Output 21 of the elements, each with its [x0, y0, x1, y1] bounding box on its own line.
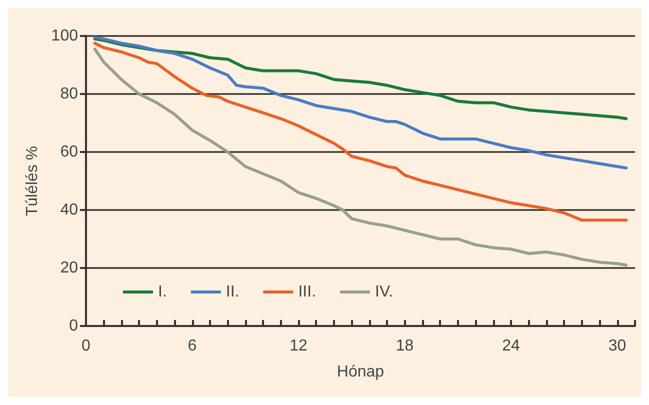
y-tick-label: 100	[51, 28, 78, 44]
x-axis-title: Hónap	[336, 364, 384, 380]
line-series	[93, 48, 628, 267]
legend-label: II.	[226, 284, 240, 300]
x-tick-label: 18	[396, 338, 414, 354]
y-axis-title: Túlélés %	[24, 146, 41, 216]
y-tick-label: 80	[60, 86, 78, 102]
legend-label: I.	[158, 284, 167, 300]
legend-label: III.	[298, 284, 316, 300]
line-series	[93, 36, 628, 170]
x-tick-label: 0	[82, 338, 91, 354]
y-tick-label: 40	[60, 202, 78, 218]
y-tick-label: 60	[60, 144, 78, 160]
line-series	[93, 42, 628, 222]
y-tick-label: 0	[69, 318, 78, 334]
y-tick-label: 20	[60, 260, 78, 276]
x-tick-label: 24	[502, 338, 520, 354]
x-tick-label: 6	[188, 338, 197, 354]
x-tick-label: 12	[290, 338, 308, 354]
x-tick-label: 30	[608, 338, 626, 354]
legend-label: IV.	[375, 284, 394, 300]
